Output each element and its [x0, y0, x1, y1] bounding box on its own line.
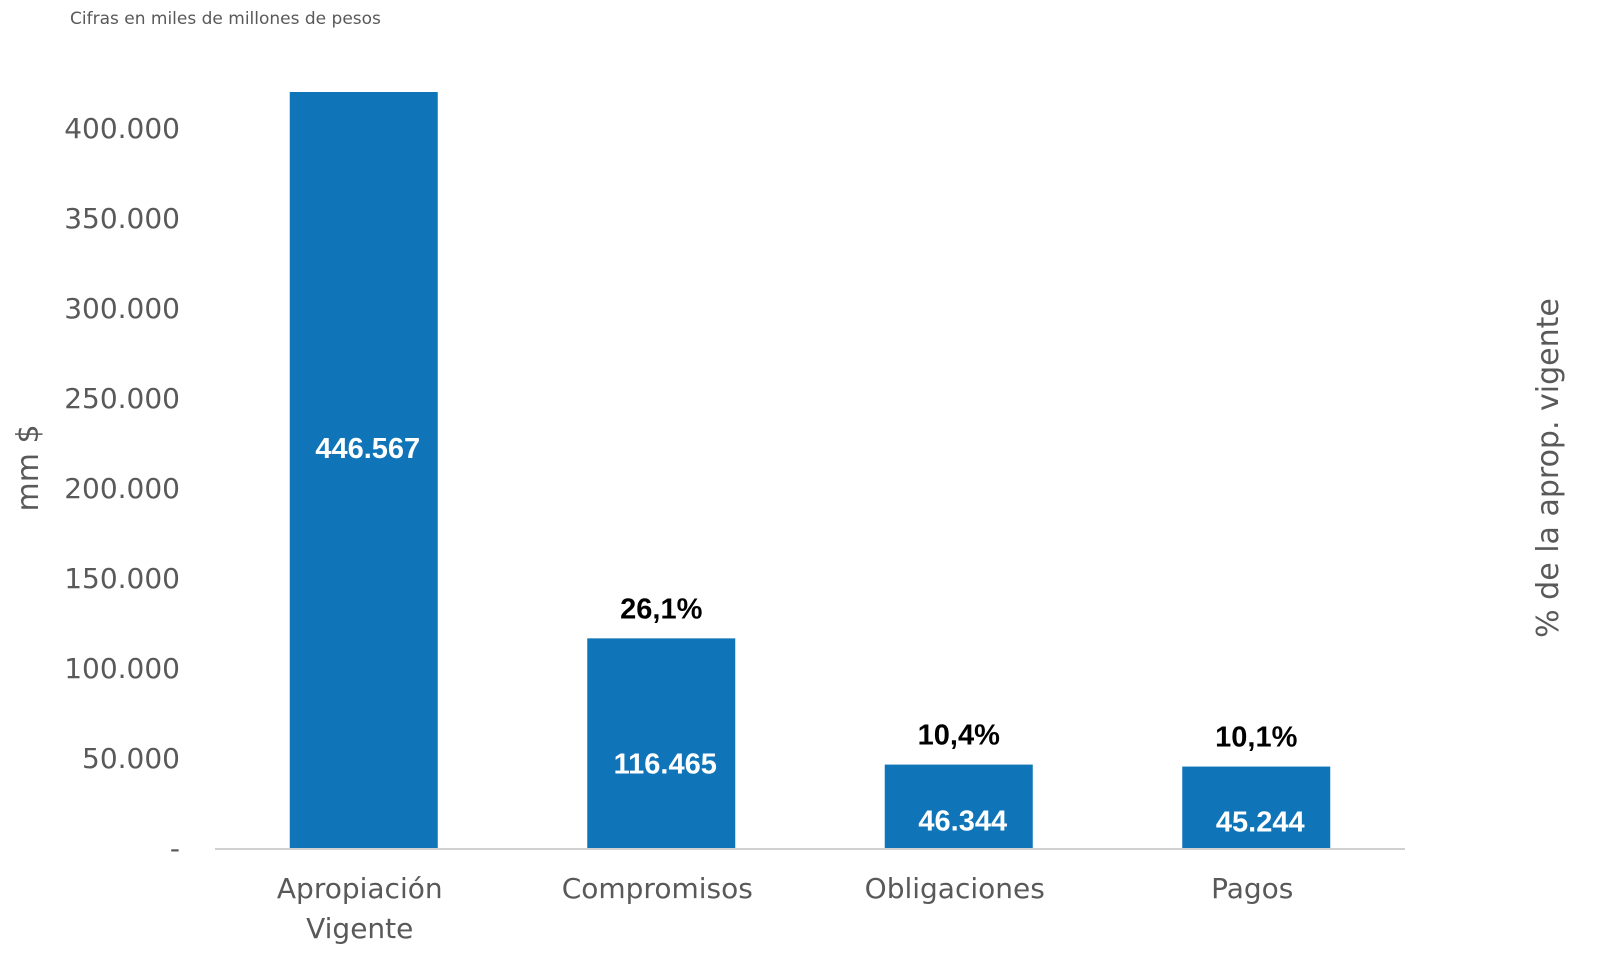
y2-axis-title: % de la aprop. vigente — [1531, 298, 1566, 638]
y-tick-label: - — [170, 832, 180, 865]
bar — [587, 638, 736, 848]
bar — [289, 92, 438, 848]
category-label: Compromisos — [562, 872, 753, 905]
category-label: Pagos — [1211, 872, 1293, 905]
chart-subtitle: Cifras en miles de millones de pesos — [70, 9, 381, 29]
y-tick-label: 50.000 — [82, 742, 180, 775]
category-label: Apropiación — [277, 872, 443, 905]
y-tick-label: 200.000 — [64, 472, 180, 505]
y-tick-label: 300.000 — [64, 292, 180, 325]
bar-percent-label: 10,4% — [918, 720, 1000, 752]
y-tick-label: 350.000 — [64, 202, 180, 235]
bar-value-label: 116.465 — [614, 749, 717, 781]
bar-value-label: 446.567 — [315, 433, 420, 465]
category-label: Obligaciones — [865, 872, 1045, 905]
bar — [884, 764, 1033, 848]
y-tick-label: 250.000 — [64, 382, 180, 415]
category-labels: Apropiación Vigente Compromisos Obligacione… — [277, 872, 1294, 945]
y-axis-ticks: - 50.000 100.000 150.000 200.000 250.000 300.0… — [64, 112, 180, 865]
y-tick-label: 400.000 — [64, 112, 180, 145]
bar-percent-label: 10,1% — [1215, 722, 1297, 754]
y-tick-label: 100.000 — [64, 652, 180, 685]
bar-value-label: 45.244 — [1216, 806, 1305, 838]
bar — [1182, 766, 1331, 848]
y-tick-label: 150.000 — [64, 562, 180, 595]
category-label: Vigente — [306, 912, 413, 945]
y-axis-title: mm $ — [11, 424, 46, 511]
bars-group: 446.567 116.465 26,1% 46.344 10,4% 45.244 10,1… — [289, 92, 1331, 848]
bar-percent-label: 26,1% — [620, 593, 702, 625]
bar-value-label: 46.344 — [918, 805, 1007, 837]
